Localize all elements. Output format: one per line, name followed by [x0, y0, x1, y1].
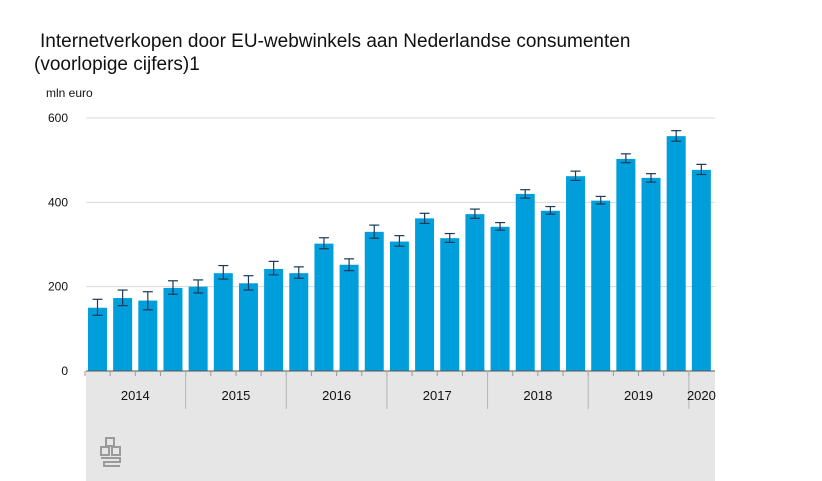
bar — [490, 226, 510, 371]
chart-subtitle: (voorlopige cijfers)1 — [34, 54, 200, 75]
x-year-label: 2018 — [523, 388, 552, 403]
bar — [666, 136, 686, 371]
x-axis-band — [86, 371, 715, 409]
bar — [113, 298, 133, 371]
x-year-label: 2016 — [322, 388, 351, 403]
bar — [138, 300, 158, 371]
x-year-label: 2020 — [687, 388, 716, 403]
x-year-label: 2014 — [121, 388, 150, 403]
bars — [88, 136, 711, 371]
bar — [465, 214, 485, 371]
bar — [566, 176, 586, 371]
y-tick-label: 600 — [48, 111, 68, 125]
error-bars — [92, 130, 707, 316]
x-year-label: 2015 — [221, 388, 250, 403]
bar — [163, 287, 183, 371]
bar — [364, 231, 384, 371]
bar — [389, 241, 409, 371]
bar — [515, 193, 535, 371]
bar — [264, 268, 284, 371]
x-year-label: 2017 — [423, 388, 452, 403]
bar — [616, 158, 636, 371]
y-tick-labels: 0 200 400 600 — [48, 111, 68, 378]
y-tick-label: 200 — [48, 280, 68, 294]
bar — [188, 286, 208, 371]
bar — [213, 273, 233, 371]
bar — [415, 218, 435, 371]
bar — [339, 264, 359, 371]
chart-title: Internetverkopen door EU-webwinkels aan … — [40, 31, 631, 52]
bar — [88, 307, 107, 371]
bar — [440, 238, 460, 371]
bar — [641, 177, 661, 371]
bar — [314, 243, 334, 371]
y-tick-label: 0 — [61, 364, 68, 378]
bar — [591, 200, 611, 371]
bar — [289, 273, 309, 371]
x-year-label: 2019 — [624, 388, 653, 403]
x-axis: 2014 2015 2016 2017 2018 2019 2020 — [84, 370, 716, 409]
y-tick-label: 400 — [48, 195, 68, 209]
y-axis-unit-label: mln euro — [46, 86, 93, 100]
bar — [691, 169, 711, 371]
cbs-logo-icon — [100, 437, 121, 467]
bar — [238, 283, 258, 371]
bar — [540, 210, 560, 371]
x-axis-footer-panel — [86, 409, 715, 481]
